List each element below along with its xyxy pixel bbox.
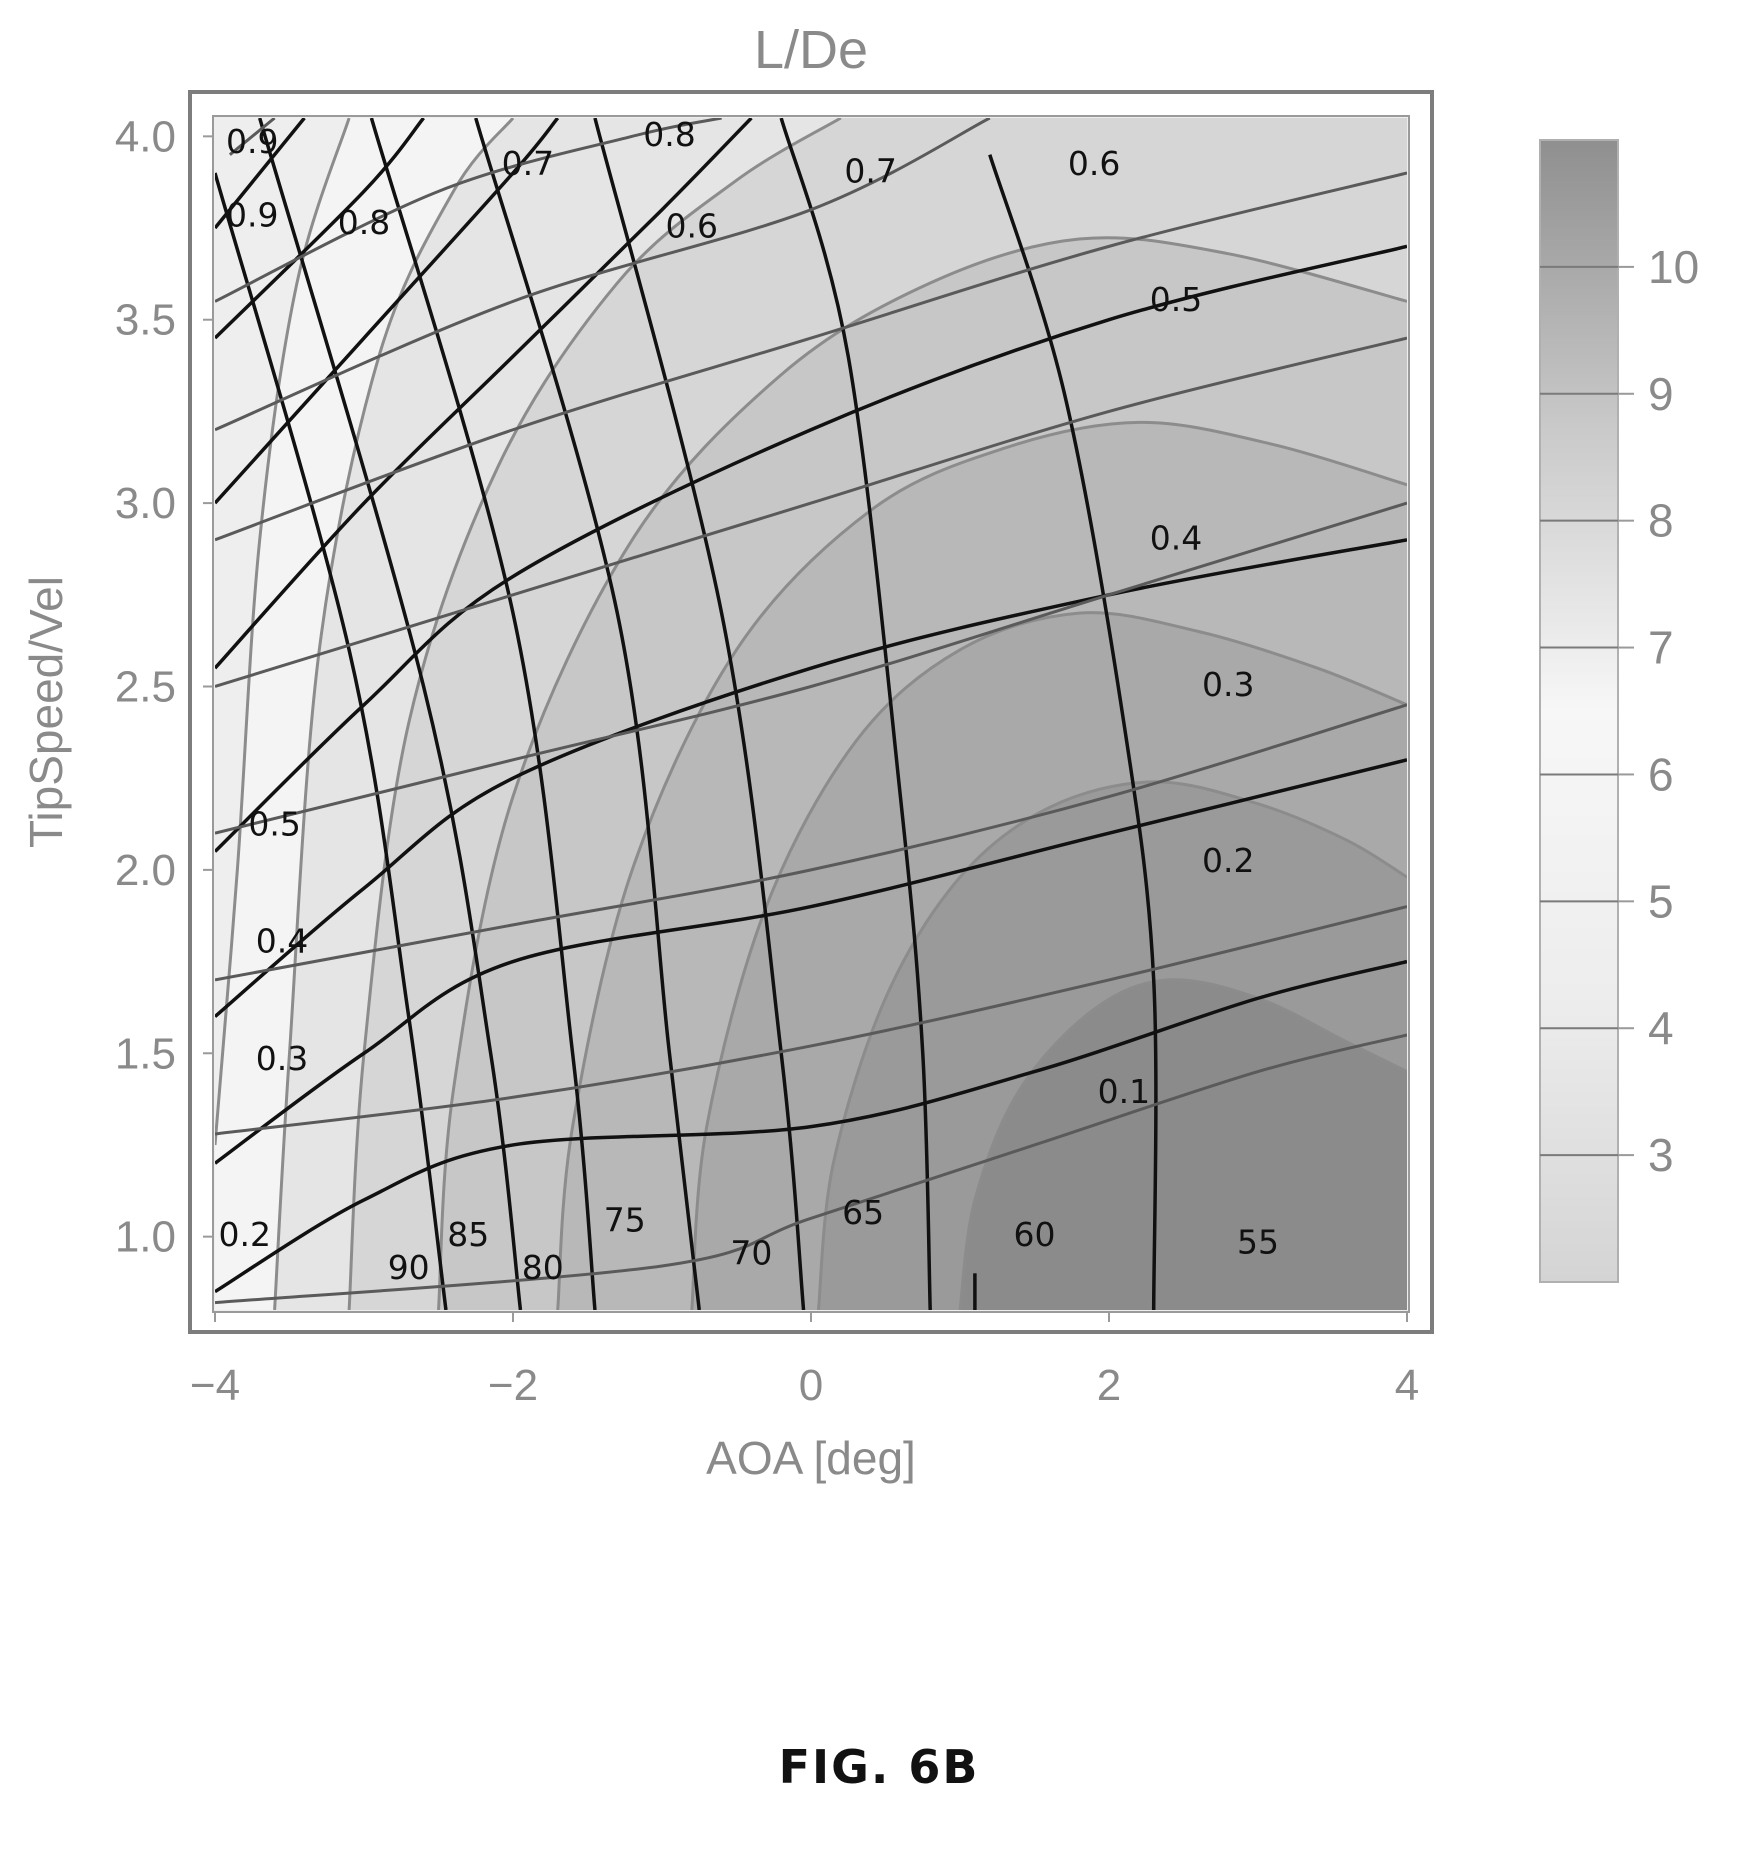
colorbar-tick-label-4: 7 <box>1648 622 1674 674</box>
contour-boundary-9 <box>816 780 1407 1310</box>
contour-line-curved-23 <box>215 905 1407 1136</box>
contour-label-19: 0.6 <box>1068 144 1120 183</box>
contour-line-rising-13 <box>215 118 560 505</box>
contour-label-8: 0.2 <box>219 1215 271 1254</box>
colorbar-ticks: 3 4 5 6 7 8 9 10 <box>1540 241 1699 1181</box>
contour-label-16: 0.9 <box>226 122 278 161</box>
contour-label-10: 0.4 <box>256 922 308 961</box>
contour-label-3: 75 <box>604 1200 646 1239</box>
colorbar-tick-label-6: 9 <box>1648 368 1674 420</box>
contour-boundary-5 <box>347 118 842 1310</box>
y-tick-label-4: 3.0 <box>115 479 176 528</box>
contour-line-diagonal-0 <box>215 172 448 1310</box>
contour-line-curved-24 <box>215 1033 1407 1305</box>
y-tick-label-3: 2.5 <box>115 662 176 711</box>
contour-label-24: 0.1 <box>1098 1072 1150 1111</box>
y-tick-label-1: 1.5 <box>115 1029 176 1078</box>
contour-label-15: 0.9 <box>226 196 278 235</box>
contour-label-9: 0.3 <box>256 1039 308 1078</box>
contour-label-17: 0.8 <box>643 115 695 154</box>
contour-line-curved-16 <box>228 118 276 156</box>
y-axis-ticks: 1.0 1.5 2.0 2.5 3.0 3.5 4.0 <box>115 112 213 1262</box>
contour-label-1: 85 <box>447 1215 489 1254</box>
colorbar-tick-label-3: 6 <box>1648 748 1674 800</box>
contour-label-14: 0.8 <box>338 203 390 242</box>
y-axis-label: TipSpeed/Vel <box>20 576 72 848</box>
colorbar-tick-label-7: 10 <box>1648 241 1699 293</box>
contour-label-23: 0.2 <box>1202 841 1254 880</box>
y-tick-label-6: 4.0 <box>115 112 176 161</box>
x-tick-label-2: 0 <box>799 1361 823 1410</box>
contour-boundary-3 <box>215 118 351 1146</box>
contour-line-curved-19 <box>215 171 1407 542</box>
contour-boundary-10 <box>958 978 1407 1310</box>
contour-label-6: 60 <box>1014 1215 1056 1254</box>
y-tick-label-5: 3.5 <box>115 296 176 345</box>
contour-line-rising-14 <box>215 118 425 340</box>
x-tick-label-1: −2 <box>488 1361 538 1410</box>
contour-line-diagonal-2 <box>369 118 597 1310</box>
colorbar-tick-label-2: 5 <box>1648 875 1674 927</box>
contour-line-rising-15 <box>215 118 306 230</box>
contour-label-13: 0.7 <box>502 144 554 183</box>
contour-label-4: 70 <box>730 1233 772 1272</box>
plot-frame-outer <box>188 90 1434 1334</box>
contour-line-rising-11 <box>215 244 1407 853</box>
x-axis-ticks: −4 −2 0 2 4 <box>190 1312 1419 1410</box>
colorbar-tick-label-5: 8 <box>1648 495 1674 547</box>
x-tick-label-0: −4 <box>190 1361 240 1410</box>
contour-line-rising-8 <box>215 959 1407 1294</box>
contour-label-21: 0.4 <box>1150 518 1202 557</box>
contour-labels: 90 85 80 75 70 65 60 55 0.2 0.3 0.4 0.5 0.6 0.7 0.8 0.9… <box>219 115 1279 1287</box>
colorbar: 3 4 5 6 7 8 9 10 <box>1539 139 1699 1283</box>
contour-label-0: 90 <box>388 1248 430 1287</box>
contour-label-11: 0.5 <box>248 804 300 843</box>
contour-line-rising-10 <box>215 538 1407 1018</box>
contour-line-curved-18 <box>215 118 991 432</box>
contour-line-curved-21 <box>215 501 1407 835</box>
colorbar-ramp <box>1539 139 1619 1283</box>
chart-title: L/De <box>754 20 868 80</box>
contour-label-5: 65 <box>842 1193 884 1232</box>
contour-label-2: 80 <box>522 1248 564 1287</box>
colorbar-tick-label-1: 4 <box>1648 1002 1674 1054</box>
figure-caption: FIG. 6B <box>778 1740 980 1794</box>
y-tick-label-2: 2.0 <box>115 846 176 895</box>
contour-label-12: 0.6 <box>666 207 718 246</box>
contour-line-curved-22 <box>215 703 1407 982</box>
contour-line-rising-9 <box>215 758 1407 1165</box>
contour-label-20: 0.5 <box>1150 280 1202 319</box>
contour-line-curved-17 <box>215 118 722 303</box>
contour-line-rising-12 <box>215 118 753 670</box>
contour-label-7: 55 <box>1237 1222 1279 1261</box>
contour-line-diagonal-5 <box>779 118 932 1310</box>
contour-line-diagonal-4 <box>593 118 806 1310</box>
contour-line-curved-20 <box>215 336 1407 688</box>
contour-boundary-7 <box>556 420 1407 1310</box>
contour-boundary-6 <box>437 236 1407 1310</box>
contour-boundary-8 <box>690 611 1407 1310</box>
x-tick-label-3: 2 <box>1097 1361 1121 1410</box>
y-tick-label-0: 1.0 <box>115 1213 176 1262</box>
filled-contour-regions <box>215 118 1407 1310</box>
x-tick-label-4: 4 <box>1395 1361 1419 1410</box>
contour-label-22: 0.3 <box>1202 665 1254 704</box>
x-axis-label: AOA [deg] <box>706 1432 916 1484</box>
contour-lines <box>215 118 1407 1310</box>
colorbar-tick-label-0: 3 <box>1648 1129 1674 1181</box>
contour-line-diagonal-3 <box>474 118 701 1310</box>
contour-label-18: 0.7 <box>844 152 896 191</box>
contour-line-diagonal-6 <box>988 154 1158 1310</box>
